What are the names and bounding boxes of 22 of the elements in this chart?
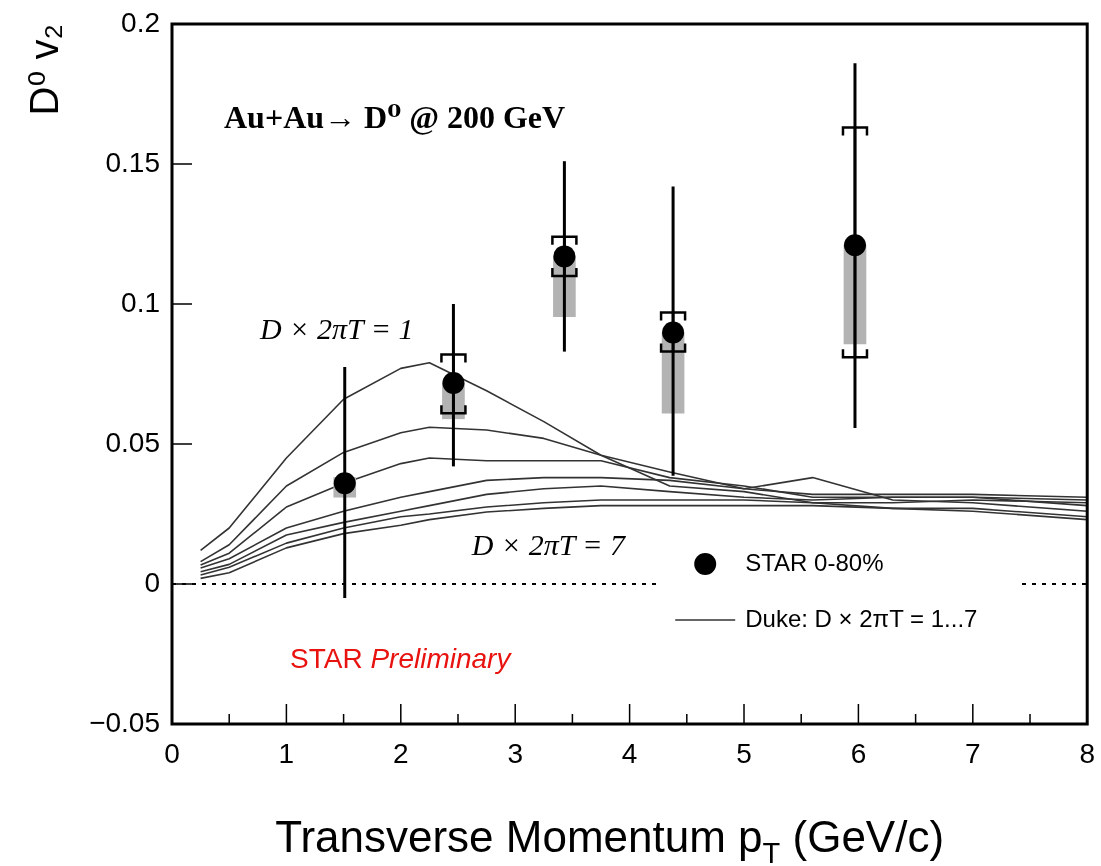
x-tick-label: 2 bbox=[393, 737, 409, 769]
x-tick-label: 8 bbox=[1079, 737, 1095, 769]
x-tick-label: 5 bbox=[736, 737, 752, 769]
y-tick-label: −0.05 bbox=[89, 706, 160, 738]
y-tick-label: 0.2 bbox=[121, 6, 160, 38]
x-tick-label: 3 bbox=[507, 737, 523, 769]
annotation: STAR Preliminary bbox=[290, 643, 513, 674]
y-axis-title: D⁰ v₂ bbox=[22, 24, 66, 116]
x-tick-label: 1 bbox=[278, 737, 295, 769]
text: Au+Au→ D⁰ @ 200 GeV bbox=[224, 99, 566, 135]
x-tick-label: 6 bbox=[850, 737, 867, 769]
y-tick-label: 0.15 bbox=[105, 146, 160, 178]
x-tick-label: 4 bbox=[621, 737, 638, 769]
legend-label: Duke: D × 2πT = 1...7 bbox=[745, 604, 978, 632]
x-tick-label: 7 bbox=[965, 737, 981, 769]
legend-label: STAR 0-80% bbox=[745, 548, 884, 576]
x-tick-label: 0 bbox=[164, 737, 180, 769]
annotation: D × 2πT = 1 bbox=[259, 312, 414, 346]
y-tick-label: 0.1 bbox=[121, 286, 160, 318]
y-tick-label: 0 bbox=[144, 566, 160, 598]
annotation: D × 2πT = 7 bbox=[470, 527, 628, 561]
y-tick-label: 0.05 bbox=[105, 426, 160, 458]
